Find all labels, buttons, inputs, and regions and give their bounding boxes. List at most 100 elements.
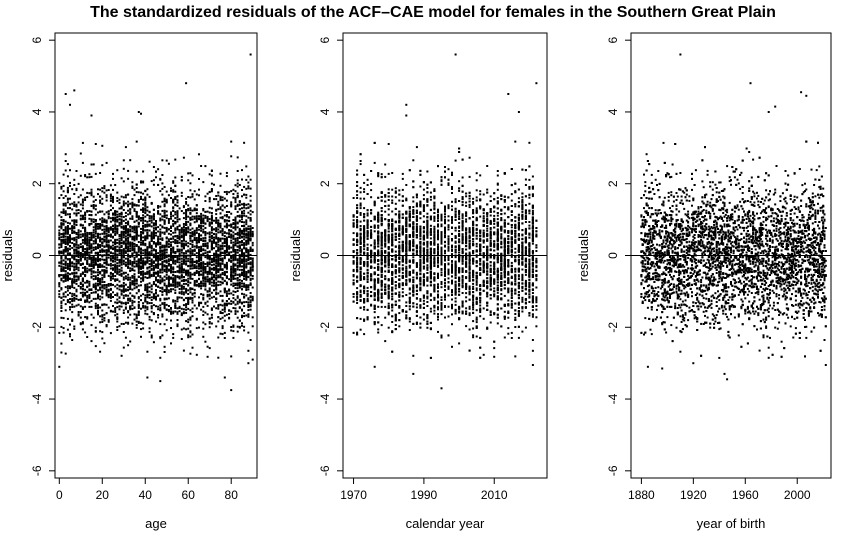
residual-point: [157, 210, 160, 213]
residual-point: [114, 218, 117, 221]
residual-point: [140, 284, 142, 287]
residual-point: [152, 272, 155, 275]
residual-point: [92, 231, 95, 234]
residual-point: [204, 340, 207, 343]
residual-point: [187, 283, 190, 286]
residual-point: [88, 248, 91, 251]
residual-point: [176, 276, 179, 279]
residual-point: [238, 281, 241, 284]
residual-point: [122, 159, 125, 162]
residual-point: [245, 265, 248, 268]
residual-point: [167, 278, 170, 281]
residual-point: [178, 236, 181, 239]
residual-point: [127, 242, 130, 245]
residual-point: [135, 212, 138, 215]
residual-point: [161, 277, 164, 280]
residual-point: [60, 233, 63, 236]
residual-point: [232, 266, 235, 269]
residual-point: [232, 241, 235, 244]
residual-point: [174, 276, 177, 279]
residual-point: [146, 259, 149, 262]
residual-point: [137, 261, 140, 264]
residual-point: [215, 235, 218, 238]
residual-point: [62, 259, 65, 262]
residual-point: [101, 197, 104, 200]
residual-point: [238, 284, 241, 287]
residual-point: [159, 263, 162, 266]
residual-point: [131, 294, 134, 297]
residual-point: [198, 265, 200, 268]
residual-point: [236, 277, 239, 279]
residual-point: [103, 254, 106, 257]
residual-point: [114, 239, 117, 241]
residual-point: [174, 227, 177, 230]
residual-point: [77, 196, 80, 199]
residual-point: [99, 223, 102, 225]
residual-point: [120, 290, 123, 293]
residual-point: [142, 259, 145, 262]
residual-point: [135, 183, 138, 186]
residual-point: [198, 254, 200, 256]
residual-point: [137, 322, 140, 324]
residual-point: [176, 307, 179, 310]
residual-point: [105, 303, 108, 306]
residual-point: [204, 263, 207, 265]
residual-point: [180, 274, 183, 277]
residual-point: [66, 225, 69, 227]
residual-point: [64, 261, 67, 264]
residual-point: [114, 224, 117, 227]
residual-point: [217, 292, 220, 295]
residual-point: [249, 235, 252, 238]
residual-point: [131, 304, 134, 307]
residual-point: [81, 266, 84, 269]
residual-point: [163, 232, 166, 235]
residual-point: [198, 237, 200, 240]
residual-point: [215, 217, 218, 219]
residual-point: [77, 260, 80, 263]
residual-point: [180, 175, 183, 178]
residual-point: [165, 286, 168, 289]
residual-point: [230, 254, 233, 257]
residual-point: [86, 267, 89, 270]
residual-point: [176, 255, 179, 258]
residual-point: [120, 293, 123, 296]
residual-point: [236, 258, 239, 261]
residual-point: [144, 306, 147, 309]
residual-point: [249, 213, 252, 216]
residual-point: [122, 254, 125, 257]
residual-point: [120, 251, 123, 254]
residual-point: [251, 244, 254, 247]
residual-point: [62, 251, 65, 253]
residual-point: [161, 209, 164, 212]
residual-point: [249, 299, 252, 302]
residual-point: [155, 291, 157, 294]
residual-point: [249, 279, 252, 282]
residual-point: [73, 327, 76, 330]
residual-point: [247, 256, 250, 259]
residual-point: [131, 236, 134, 239]
residual-point: [92, 236, 95, 239]
residual-point: [60, 302, 63, 304]
residual-point: [101, 277, 104, 279]
residual-point: [118, 221, 121, 224]
residual-point: [189, 239, 192, 242]
residual-point: [161, 253, 164, 256]
residual-point: [208, 267, 211, 270]
residual-point: [71, 303, 74, 306]
residual-point: [127, 228, 130, 231]
residual-point: [159, 242, 162, 245]
residual-point: [163, 251, 166, 254]
residual-point: [86, 196, 89, 198]
residual-point: [170, 249, 172, 251]
residual-point: [127, 209, 130, 212]
residual-point: [107, 320, 110, 323]
residual-point: [172, 251, 175, 254]
residual-point: [75, 189, 78, 192]
residual-point: [101, 264, 104, 267]
residual-point: [191, 263, 194, 266]
residual-point: [195, 237, 198, 239]
residual-point: [99, 225, 102, 228]
residual-point: [92, 316, 95, 319]
residual-point: [112, 272, 114, 275]
residual-point: [221, 294, 224, 297]
